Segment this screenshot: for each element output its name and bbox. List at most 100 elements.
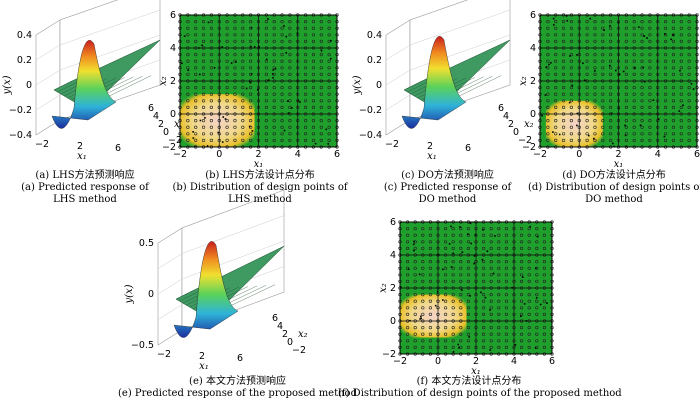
design-point: [482, 293, 486, 297]
design-point: [542, 233, 547, 237]
design-point: [466, 260, 471, 264]
design-point: [585, 20, 589, 24]
design-point: [519, 227, 524, 231]
design-point: [648, 85, 652, 90]
sample-mark: [420, 317, 422, 320]
design-point: [413, 326, 417, 330]
caption-e-en1: (e) Predicted response of the proposed m…: [118, 388, 357, 399]
design-point: [186, 26, 190, 30]
design-point: [280, 39, 284, 44]
design-point: [288, 125, 292, 129]
design-point: [482, 233, 486, 237]
design-point: [504, 233, 509, 237]
design-point: [466, 326, 471, 330]
design-point: [601, 132, 605, 136]
sample-mark: [529, 225, 531, 228]
design-point: [482, 273, 486, 277]
design-point: [264, 26, 268, 30]
mesh-line: [403, 80, 423, 91]
sample-mark: [412, 243, 415, 246]
design-point: [288, 33, 292, 37]
sample-mark: [639, 124, 642, 127]
design-point: [304, 99, 308, 103]
design-point: [648, 52, 652, 57]
design-point: [272, 39, 276, 44]
design-point: [687, 118, 691, 123]
sample-mark: [272, 69, 275, 71]
design-point: [288, 26, 292, 30]
design-point: [201, 99, 206, 103]
x1-tick-label: −2: [385, 139, 399, 150]
design-point: [428, 246, 433, 250]
design-point: [288, 20, 292, 24]
design-point: [288, 66, 292, 70]
sample-mark: [469, 222, 472, 225]
design-point: [459, 246, 463, 250]
design-point: [687, 85, 691, 90]
design-point: [679, 92, 683, 96]
z-tick-label: 0.5: [139, 238, 154, 249]
design-point: [569, 118, 574, 123]
design-point: [233, 118, 237, 123]
sample-mark: [314, 142, 317, 145]
design-point: [535, 326, 539, 330]
design-point: [687, 92, 691, 96]
design-point: [249, 52, 253, 57]
design-point: [593, 138, 597, 142]
design-point: [209, 138, 213, 142]
design-point: [593, 118, 597, 123]
caption-b-en1: (b) Distribution of design points of: [172, 182, 348, 193]
sample-mark: [469, 295, 471, 297]
caption-c: (c) DO方法预测响应 (c) Predicted response of D…: [365, 170, 530, 206]
x-tick-label: 2: [473, 356, 479, 367]
design-point: [209, 52, 213, 57]
design-point: [632, 59, 636, 63]
z-tick-label: −0.2: [359, 105, 382, 116]
x1-tick-label: 6: [465, 143, 471, 154]
z-tick-label: 0.4: [367, 30, 382, 41]
design-point: [542, 345, 547, 350]
design-point: [264, 99, 268, 103]
design-point: [288, 39, 292, 44]
design-point: [225, 105, 229, 109]
design-point: [319, 39, 323, 44]
design-point: [546, 20, 550, 24]
sample-mark: [248, 125, 251, 128]
design-point: [679, 52, 683, 57]
design-point: [632, 26, 636, 30]
design-point: [327, 92, 331, 96]
design-point: [186, 125, 190, 129]
design-point: [542, 306, 547, 310]
design-point: [624, 26, 628, 30]
design-point: [327, 26, 331, 30]
design-point: [241, 26, 245, 30]
sample-mark: [550, 61, 552, 64]
design-point: [569, 138, 574, 142]
design-point: [554, 59, 558, 63]
sample-mark: [265, 58, 268, 61]
design-point: [272, 92, 276, 96]
design-point: [593, 59, 597, 63]
design-point: [482, 332, 486, 336]
design-point: [327, 66, 331, 70]
design-point: [663, 132, 668, 136]
design-point: [225, 125, 229, 129]
design-point: [413, 332, 417, 336]
design-point: [482, 345, 486, 350]
design-point: [601, 66, 605, 70]
sample-mark: [582, 62, 584, 65]
x1-axis-label: x₁: [427, 151, 437, 162]
sample-mark: [642, 66, 645, 69]
design-point: [327, 72, 331, 76]
design-point: [489, 279, 493, 284]
x-tick-label: 4: [511, 356, 517, 367]
design-point: [194, 26, 198, 30]
design-point: [527, 260, 531, 264]
x2-tick-label: 6: [272, 313, 278, 324]
design-point: [489, 246, 493, 250]
sample-mark: [565, 15, 568, 17]
design-point: [497, 299, 501, 303]
design-point: [225, 33, 229, 37]
x-tick-label: 6: [549, 356, 555, 367]
sample-mark: [473, 255, 476, 257]
